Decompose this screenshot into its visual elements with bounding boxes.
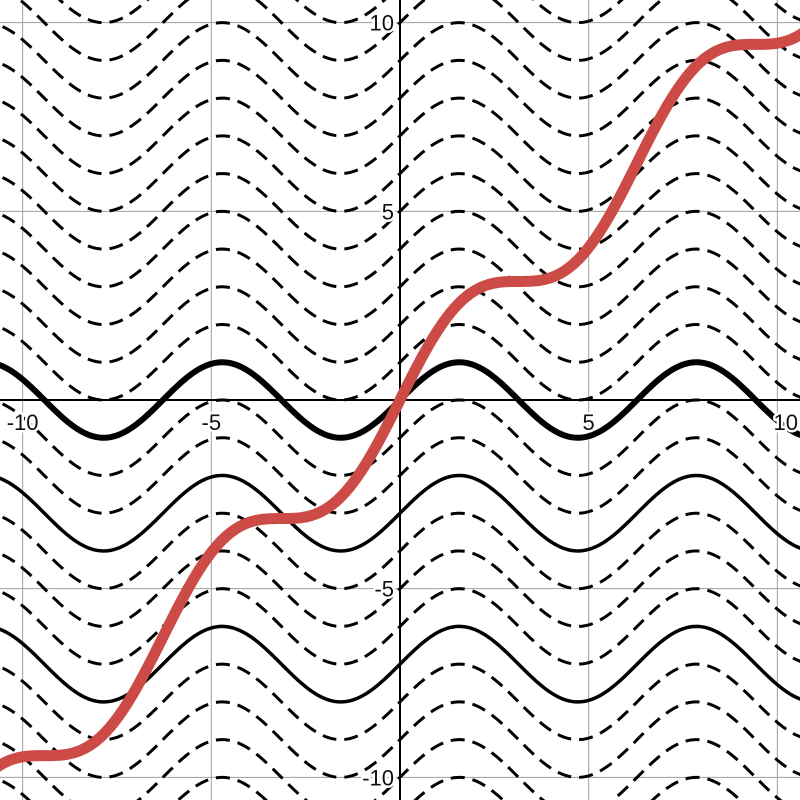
red-curve bbox=[0, 28, 800, 772]
x-tick-label: 10 bbox=[774, 410, 798, 435]
dashed-curve bbox=[0, 700, 800, 779]
dashed-curve bbox=[0, 96, 800, 176]
y-tick-label: -5 bbox=[374, 577, 394, 602]
dashed-curve bbox=[0, 285, 800, 364]
dashed-curve bbox=[17, 0, 800, 62]
dashed-curve bbox=[0, 172, 800, 251]
dashed-curve bbox=[0, 398, 800, 477]
dashed-curve bbox=[57, 0, 800, 25]
tick-labels: -10 -5 5 10 10 5 -5 -10 bbox=[4, 8, 800, 793]
dashed-curve bbox=[0, 511, 800, 591]
y-tick-label: -10 bbox=[362, 765, 394, 790]
x-tick-label: 5 bbox=[583, 410, 595, 435]
solid-curve bbox=[0, 624, 800, 704]
dashed-curve bbox=[0, 209, 800, 289]
x-tick-label: -10 bbox=[7, 410, 39, 435]
solid-curve bbox=[0, 473, 800, 553]
dashed-curve bbox=[0, 549, 800, 628]
dashed-curve bbox=[0, 323, 800, 402]
dashed-curve bbox=[0, 21, 800, 100]
x-tick-label: -5 bbox=[202, 410, 222, 435]
dashed-curve bbox=[0, 134, 800, 213]
y-tick-label: 5 bbox=[382, 199, 394, 224]
y-tick-label: 10 bbox=[370, 11, 394, 36]
dashed-curve bbox=[0, 662, 800, 742]
dashed-curve bbox=[0, 247, 800, 327]
dashed-curve bbox=[0, 58, 800, 138]
dashed-curve bbox=[0, 587, 800, 666]
dashed-curve bbox=[0, 436, 800, 515]
dashed-curve bbox=[0, 738, 783, 800]
